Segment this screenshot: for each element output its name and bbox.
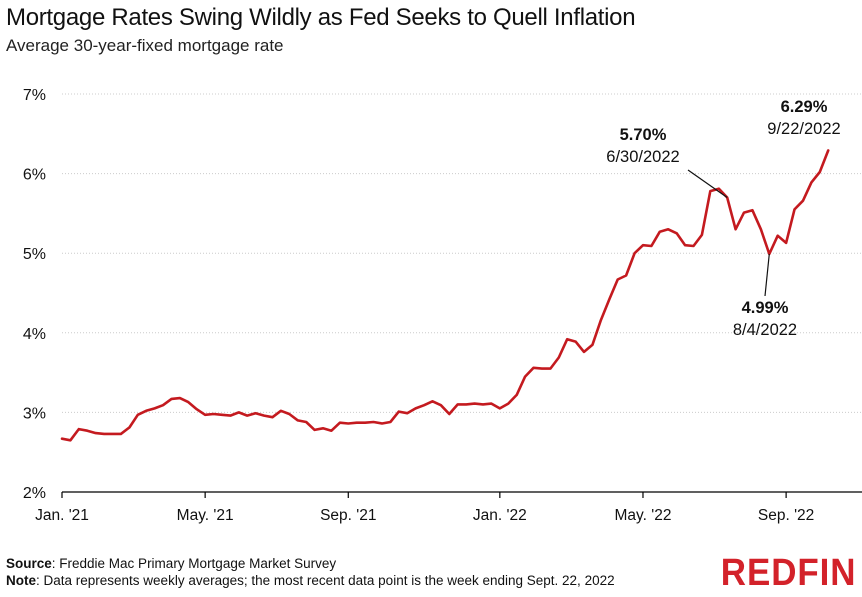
- source-note: Source: Freddie Mac Primary Mortgage Mar…: [6, 556, 336, 571]
- x-tick-label: May. '21: [177, 507, 234, 524]
- redfin-logo: REDFIN: [720, 552, 856, 594]
- y-tick-label: 2%: [23, 485, 46, 502]
- x-tick-label: Jan. '21: [35, 507, 89, 524]
- axes: 2% 3% 4% 5% 6% 7% Jan. '21 May. '21 Sep. '21 Jan.…: [23, 87, 862, 524]
- annotation-leader-line: [687, 169, 728, 198]
- chart-subtitle: Average 30-year-fixed mortgage rate: [6, 36, 284, 55]
- rate-series-line: [60, 149, 830, 442]
- line-chart: 2% 3% 4% 5% 6% 7% Jan. '21 May. '21 Sep. '21 Jan.…: [23, 87, 862, 524]
- y-tick-label: 5%: [23, 246, 46, 263]
- chart-title: Mortgage Rates Swing Wildly as Fed Seeks…: [6, 4, 636, 31]
- source-text: : Freddie Mac Primary Mortgage Market Su…: [51, 556, 337, 571]
- annotations: 5.70% 6/30/2022 4.99% 8/4/2022 6.29% 9/22/202…: [606, 98, 840, 339]
- x-tick-label: Jan. '22: [473, 507, 527, 524]
- annotation-date: 9/22/2022: [767, 120, 840, 138]
- note-text: : Data represents weekly averages; the m…: [36, 573, 615, 588]
- annotation-date: 8/4/2022: [733, 321, 797, 339]
- x-tick-label: Sep. '21: [320, 507, 376, 524]
- annotation-value: 5.70%: [620, 126, 667, 144]
- source-label: Source: [6, 556, 52, 571]
- annotation-leader-line: [764, 253, 770, 297]
- y-tick-label: 4%: [23, 326, 46, 343]
- data-note: Note: Data represents weekly averages; t…: [6, 573, 615, 588]
- y-tick-label: 6%: [23, 167, 46, 184]
- x-tick-label: Sep. '22: [758, 507, 814, 524]
- x-tick-label: May. '22: [615, 507, 672, 524]
- gridlines: [62, 93, 862, 413]
- y-tick-label: 3%: [23, 405, 46, 422]
- note-label: Note: [6, 573, 36, 588]
- annotation-value: 4.99%: [742, 299, 789, 317]
- annotation-value: 6.29%: [781, 98, 828, 116]
- y-tick-label: 7%: [23, 87, 46, 104]
- annotation-date: 6/30/2022: [606, 148, 679, 166]
- series-line-layer: [60, 149, 830, 442]
